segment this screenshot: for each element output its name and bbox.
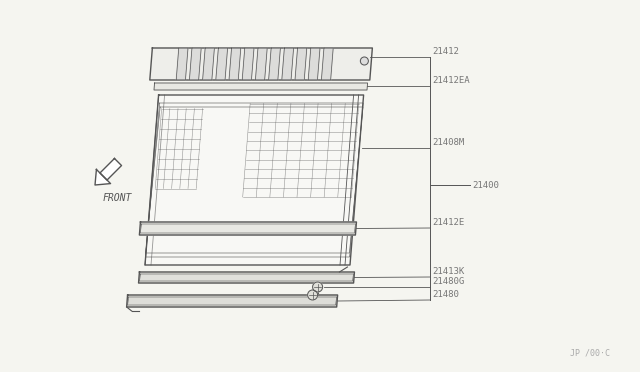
Polygon shape — [150, 48, 372, 80]
Polygon shape — [145, 95, 364, 265]
Polygon shape — [255, 48, 268, 80]
Text: JP /00·C: JP /00·C — [570, 349, 610, 358]
Polygon shape — [216, 48, 228, 80]
Polygon shape — [229, 48, 241, 80]
Polygon shape — [154, 83, 367, 90]
Circle shape — [308, 290, 317, 300]
Polygon shape — [127, 295, 338, 307]
Polygon shape — [269, 48, 280, 80]
Polygon shape — [140, 222, 356, 235]
Polygon shape — [139, 272, 355, 283]
Polygon shape — [242, 48, 254, 80]
Text: 21412E: 21412E — [432, 218, 464, 227]
Polygon shape — [95, 169, 111, 185]
Polygon shape — [203, 48, 214, 80]
Text: 21412EA: 21412EA — [432, 76, 470, 85]
Text: 21480G: 21480G — [432, 277, 464, 286]
Text: FRONT: FRONT — [103, 193, 132, 203]
Text: 21400: 21400 — [472, 180, 499, 189]
Polygon shape — [189, 48, 201, 80]
Text: 21413K: 21413K — [432, 267, 464, 276]
Text: 21412: 21412 — [432, 47, 459, 56]
Polygon shape — [176, 48, 188, 80]
Circle shape — [312, 282, 323, 292]
Polygon shape — [321, 48, 333, 80]
Polygon shape — [282, 48, 294, 80]
Text: 21408M: 21408M — [432, 138, 464, 147]
Polygon shape — [308, 48, 320, 80]
Circle shape — [360, 57, 369, 65]
Text: 21480: 21480 — [432, 290, 459, 299]
Polygon shape — [295, 48, 307, 80]
Polygon shape — [100, 158, 122, 180]
